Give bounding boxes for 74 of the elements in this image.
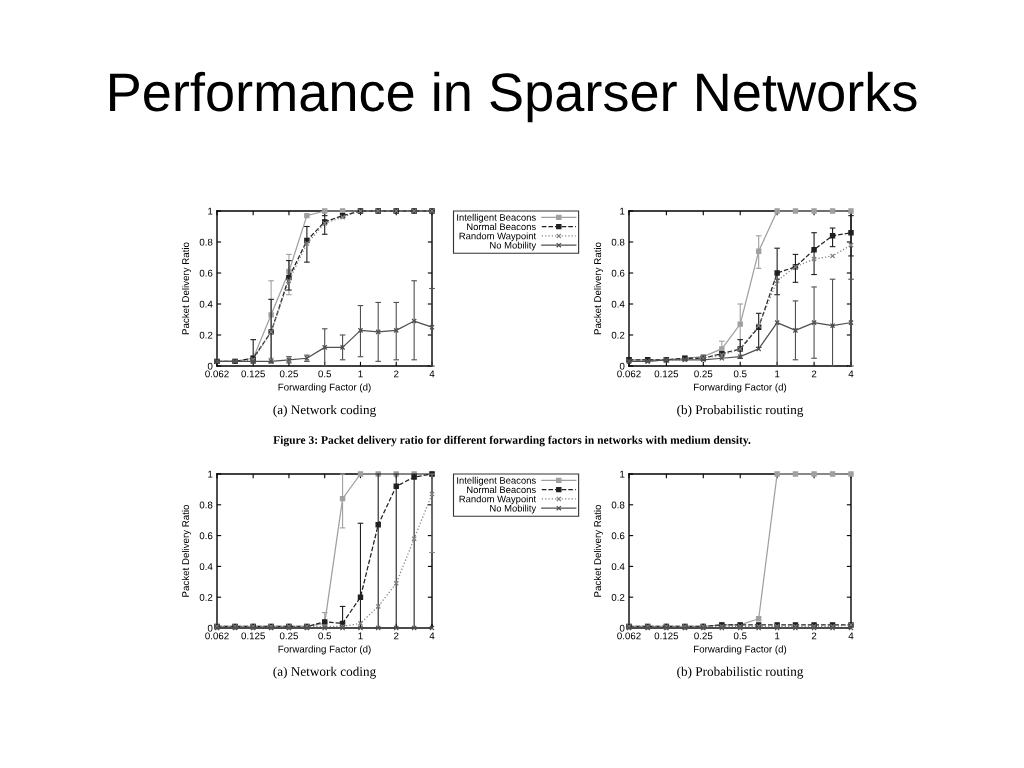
y-tick-label: 0.4 [611, 563, 625, 571]
legend-label: Random Waypoint [459, 232, 537, 242]
y-tick-label: 0 [619, 362, 625, 370]
x-tick-label: 1 [358, 632, 363, 640]
x-axis-title: Forwarding Factor (d) [278, 383, 371, 393]
x-tick-label: 1 [775, 370, 780, 378]
y-tick-label: 0.2 [199, 593, 213, 601]
y-tick-label: 0.2 [199, 331, 213, 339]
x-tick-label: 0.5 [733, 632, 747, 640]
y-tick-label: 0.8 [611, 238, 625, 246]
x-tick-label: 2 [394, 370, 399, 378]
x-tick-label: 0.5 [318, 632, 332, 640]
caption: Figure 3: Packet delivery ratio for different forwarding factors in networks with medium density. [273, 435, 751, 447]
x-tick-label: 4 [429, 632, 435, 640]
y-tick-label: 0 [207, 624, 213, 632]
y-tick-label: 0.2 [611, 593, 625, 601]
y-tick-label: 0.4 [199, 563, 213, 571]
x-tick-label: 0.5 [733, 370, 747, 378]
x-tick-label: 0.062 [205, 370, 229, 378]
x-tick-label: 0.125 [241, 370, 265, 378]
legend-label: Intelligent Beacons [457, 213, 536, 223]
x-tick-label: 2 [811, 370, 817, 378]
x-tick-label: 0.062 [617, 632, 641, 640]
y-tick-label: 0.6 [199, 532, 213, 540]
text: (b) Probabilistic routing [677, 404, 804, 417]
y-tick-label: 1 [208, 207, 213, 215]
y-tick-label: 0.4 [611, 300, 625, 308]
x-axis-title: Forwarding Factor (d) [278, 645, 371, 655]
y-tick-label: 1 [208, 470, 213, 478]
y-tick-label: 0 [207, 362, 213, 370]
legend-label: Random Waypoint [459, 495, 537, 505]
x-tick-label: 0.25 [694, 370, 713, 378]
chart-title: Performance in Sparser Networks [110, 71, 917, 123]
x-tick-label: 1 [775, 632, 780, 640]
legend-label: Normal Beacons [467, 486, 536, 494]
x-tick-label: 0.125 [654, 632, 679, 640]
x-tick-label: 4 [848, 632, 854, 640]
y-tick-label: 0.6 [199, 269, 213, 277]
legend-label: Normal Beacons [467, 223, 536, 231]
x-tick-label: 0.25 [694, 632, 713, 640]
y-tick-label: 0.8 [611, 501, 625, 509]
text: (a) Network coding [273, 666, 376, 679]
x-tick-label: 4 [848, 370, 854, 378]
y-axis-title: Packet Delivery Ratio [181, 504, 191, 597]
y-tick-label: 0.6 [611, 269, 625, 277]
x-axis-title: Forwarding Factor (d) [694, 383, 787, 393]
y-axis-title: Packet Delivery Ratio [181, 242, 191, 335]
x-tick-label: 2 [394, 632, 399, 640]
x-tick-label: 0.062 [617, 370, 641, 378]
y-axis-title: Packet Delivery Ratio [593, 242, 603, 335]
y-tick-label: 0.8 [199, 501, 213, 509]
x-tick-label: 0.125 [241, 632, 265, 640]
y-tick-label: 0 [619, 624, 625, 632]
y-tick-label: 1 [620, 207, 625, 215]
y-tick-label: 0.8 [199, 238, 213, 246]
x-tick-label: 4 [429, 370, 435, 378]
text: (a) Network coding [273, 404, 376, 417]
x-tick-label: 1 [358, 370, 363, 378]
x-tick-label: 0.062 [205, 632, 229, 640]
x-tick-label: 0.5 [318, 370, 332, 378]
x-tick-label: 0.125 [654, 370, 679, 378]
x-tick-label: 0.25 [279, 370, 298, 378]
legend-label: No Mobility [490, 504, 537, 514]
x-tick-label: 0.25 [279, 632, 298, 640]
x-axis-title: Forwarding Factor (d) [694, 645, 787, 655]
y-tick-label: 1 [620, 470, 625, 478]
legend-label: Intelligent Beacons [457, 476, 536, 486]
y-tick-label: 0.4 [199, 300, 213, 308]
x-tick-label: 2 [811, 632, 817, 640]
y-tick-label: 0.2 [611, 331, 625, 339]
y-tick-label: 0.6 [611, 532, 625, 540]
legend-label: No Mobility [490, 241, 537, 251]
text: (b) Probabilistic routing [677, 666, 804, 679]
y-axis-title: Packet Delivery Ratio [593, 504, 603, 597]
